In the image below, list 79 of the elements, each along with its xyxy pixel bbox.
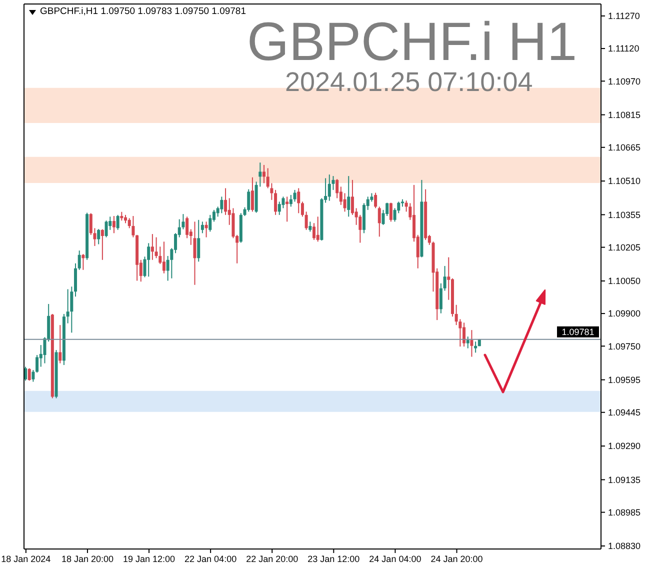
candlestick <box>204 221 208 238</box>
candlestick <box>28 368 31 382</box>
y-tick-label: 1.10355 <box>608 210 641 220</box>
y-tick-label: 1.10665 <box>608 142 641 153</box>
candlestick <box>312 222 316 240</box>
candlestick <box>389 202 392 222</box>
candlestick <box>250 176 254 212</box>
candlestick <box>74 262 78 298</box>
candlestick <box>116 214 120 230</box>
candlestick <box>286 196 289 222</box>
candlestick <box>350 179 354 216</box>
candlestick <box>474 341 478 354</box>
candlestick <box>439 282 442 314</box>
y-tick-label: 1.08985 <box>608 507 641 518</box>
candlestick <box>97 228 100 245</box>
y-tick-label: 1.09290 <box>608 441 641 452</box>
candlestick <box>308 221 312 232</box>
y-tick-label: 1.10205 <box>608 242 641 252</box>
x-tick-label: 19 Jan 12:00 <box>122 554 176 564</box>
candlestick <box>247 188 250 212</box>
y-tick-label: 1.10510 <box>608 176 641 186</box>
y-tick-label: 1.10970 <box>608 76 641 86</box>
x-tick-label: 24 Jan 04:00 <box>369 554 422 564</box>
y-tick-label: 1.09900 <box>608 308 641 319</box>
candlestick <box>162 241 166 274</box>
candlestick <box>104 220 108 238</box>
candlestick <box>316 216 320 242</box>
y-tick-label: 1.11120 <box>608 44 640 54</box>
y-tick-label: 1.09750 <box>608 341 641 352</box>
candlestick <box>274 189 278 216</box>
x-tick-label: 23 Jan 12:00 <box>308 554 360 564</box>
candlestick <box>336 178 339 199</box>
candlestick <box>470 330 474 358</box>
candlestick <box>32 370 35 382</box>
candlestick <box>374 192 378 209</box>
candlestick <box>70 286 74 334</box>
candlestick <box>186 216 189 239</box>
ref-line-label: 1.09781 <box>562 326 594 337</box>
candlestick <box>147 242 150 278</box>
candlestick <box>132 216 135 238</box>
candlestick <box>82 254 85 270</box>
candlestick <box>300 201 304 218</box>
candlestick <box>262 164 266 184</box>
candlestick <box>78 250 81 270</box>
annotation: GBPCHF.i,H1 1.09750 1.09783 1.09750 1.09781 <box>40 6 246 18</box>
y-tick-label: 1.08830 <box>608 541 641 552</box>
candlestick <box>112 216 116 234</box>
x-tick-label: 24 Jan 20:00 <box>430 554 483 564</box>
candlestick <box>443 265 446 292</box>
candlestick <box>208 214 212 232</box>
candlestick <box>328 174 331 202</box>
x-tick-label: 18 Jan 20:00 <box>61 554 114 564</box>
x-tick-label: 22 Jan 04:00 <box>184 554 237 564</box>
candlestick <box>297 188 300 214</box>
candlestick <box>293 189 296 202</box>
y-tick-label: 1.09595 <box>608 374 641 385</box>
candlestick <box>289 194 292 208</box>
candlestick <box>100 228 104 260</box>
candlestick <box>347 176 350 218</box>
y-tick-label: 1.09135 <box>608 474 641 485</box>
x-tick-label: 18 Jan 2024 <box>1 554 51 564</box>
candlestick <box>224 188 228 216</box>
candlestick <box>466 336 470 349</box>
candlestick <box>197 219 200 262</box>
candlestick <box>304 211 308 230</box>
candlestick <box>58 324 62 364</box>
candlestick <box>343 192 346 212</box>
candlestick <box>462 322 466 348</box>
candlestick <box>220 196 224 214</box>
y-tick-label: 1.10050 <box>608 276 641 286</box>
y-tick-label: 1.11270 <box>608 11 640 22</box>
candlestick <box>200 221 204 234</box>
candlestick <box>378 206 381 238</box>
candlestick <box>36 354 39 374</box>
y-tick-label: 1.09445 <box>608 408 641 418</box>
candlestick <box>193 221 196 286</box>
y-tick-label: 1.10815 <box>608 110 641 120</box>
x-tick-label: 22 Jan 20:00 <box>246 554 298 564</box>
candlestick <box>150 234 154 260</box>
